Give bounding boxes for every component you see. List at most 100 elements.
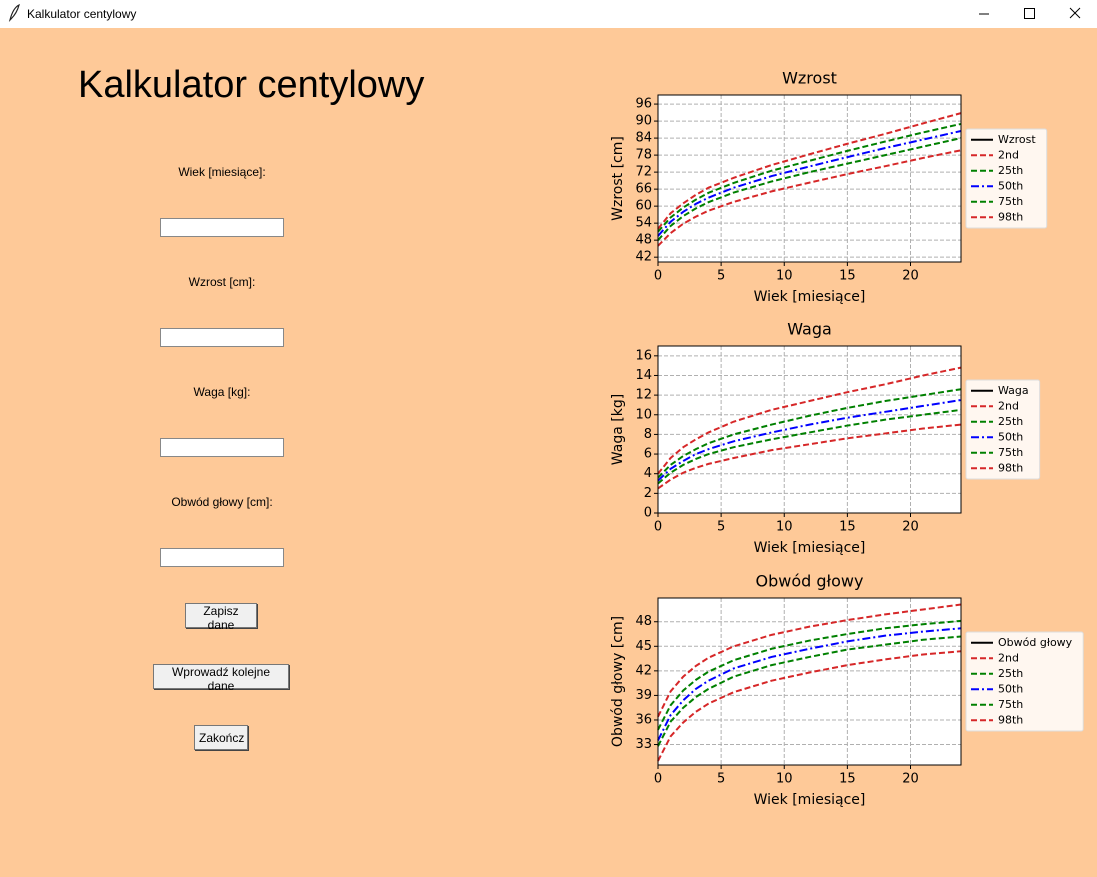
plot-frame [657, 597, 962, 766]
legend-label: 25th [998, 667, 1023, 680]
save-button[interactable]: Zapisz dane [185, 603, 257, 632]
y-tick-label: 48 [635, 233, 652, 248]
title-bar: Kalkulator centylowy [0, 0, 1097, 28]
plot-frame [657, 345, 962, 514]
series-line [657, 619, 962, 731]
y-tick-label: 6 [644, 447, 652, 462]
x-tick-label: 10 [776, 520, 793, 535]
y-tick-label: 96 [635, 97, 652, 112]
series-line [657, 408, 962, 485]
legend-label: 50th [998, 430, 1023, 443]
plot-area [658, 598, 961, 765]
series-line [657, 366, 962, 475]
legend-label: 25th [998, 164, 1023, 177]
y-tick-label: 14 [635, 368, 652, 383]
y-tick-label: 8 [644, 427, 652, 442]
legend-label: 25th [998, 415, 1023, 428]
legend-label: 98th [998, 210, 1023, 223]
field-label: Wzrost [cm]: [188, 275, 256, 289]
quit-button[interactable]: Zakończ [194, 725, 248, 750]
y-tick-label: 0 [644, 506, 652, 521]
y-tick-label: 16 [635, 348, 652, 363]
y-tick-label: 42 [635, 663, 652, 678]
y-axis-label: Wzrost [cm] [610, 136, 626, 221]
x-axis-label: Wiek [miesiące] [754, 792, 866, 808]
text-input[interactable] [160, 218, 284, 237]
y-tick-label: 90 [635, 114, 652, 129]
series-line [657, 112, 962, 230]
legend-box [965, 631, 1084, 732]
x-tick-label: 0 [654, 520, 662, 535]
heading: Kalkulator centylowy [78, 64, 425, 106]
x-axis-label: Wiek [miesiące] [754, 540, 866, 556]
y-tick-label: 84 [635, 131, 652, 146]
series-line [657, 149, 962, 247]
series-line [657, 423, 962, 490]
y-tick-label: 72 [635, 165, 652, 180]
y-tick-label: 4 [644, 466, 652, 481]
x-axis-label: Wiek [miesiące] [754, 289, 866, 305]
chart-title: Obwód głowy [756, 572, 864, 591]
legend-label: 75th [998, 195, 1023, 208]
series-line [657, 388, 962, 479]
y-tick-label: 48 [635, 614, 652, 629]
plot-area [658, 95, 961, 262]
legend-label: 75th [998, 446, 1023, 459]
legend-box [965, 128, 1048, 229]
legend-label: 98th [998, 713, 1023, 726]
series-line [657, 627, 962, 741]
series-line [657, 130, 962, 237]
x-tick-label: 10 [776, 269, 793, 284]
y-axis-label: Obwód głowy [cm] [610, 616, 626, 747]
next-button[interactable]: Wprowadź kolejne dane [153, 664, 289, 693]
y-tick-label: 12 [635, 388, 652, 403]
x-tick-label: 20 [902, 520, 919, 535]
legend: Obwód głowy 2nd 25th 50th 75th 98th [965, 631, 1084, 732]
legend-label: 2nd [998, 148, 1019, 161]
x-tick-label: 20 [902, 772, 919, 787]
window-title: Kalkulator centylowy [27, 7, 137, 21]
y-tick-label: 10 [635, 407, 652, 422]
series-line [657, 399, 962, 482]
y-tick-label: 54 [635, 216, 652, 231]
text-input[interactable] [160, 548, 284, 567]
x-tick-label: 15 [839, 269, 856, 284]
legend-label: 75th [998, 698, 1023, 711]
legend: Wzrost 2nd 25th 50th 75th 98th [965, 128, 1048, 229]
legend: Waga 2nd 25th 50th 75th 98th [965, 379, 1041, 480]
chart-title: Wzrost [782, 69, 837, 88]
text-input[interactable] [160, 328, 284, 347]
x-tick-label: 0 [654, 772, 662, 787]
legend-label: 2nd [998, 651, 1019, 664]
y-axis-label: Waga [kg] [610, 394, 626, 465]
y-tick-label: 78 [635, 148, 652, 163]
window-icon [8, 3, 20, 22]
x-tick-label: 20 [902, 269, 919, 284]
y-tick-label: 2 [644, 486, 652, 501]
y-tick-label: 39 [635, 688, 652, 703]
legend-label: 98th [998, 461, 1023, 474]
x-tick-label: 5 [717, 772, 725, 787]
x-tick-label: 0 [654, 269, 662, 284]
y-tick-label: 36 [635, 712, 652, 727]
y-tick-label: 42 [635, 250, 652, 265]
x-tick-label: 15 [839, 772, 856, 787]
legend-label: 50th [998, 179, 1023, 192]
series-line [657, 137, 962, 241]
y-tick-label: 66 [635, 182, 652, 197]
legend-box [965, 379, 1041, 480]
field-label: Wiek [miesiące]: [178, 165, 266, 179]
plot-frame [657, 94, 962, 263]
y-tick-label: 60 [635, 199, 652, 214]
x-tick-label: 5 [717, 520, 725, 535]
series-line [657, 603, 962, 718]
x-tick-label: 5 [717, 269, 725, 284]
window-controls[interactable] [957, 0, 1097, 28]
field-label: Waga [kg]: [193, 385, 251, 399]
legend-label: Obwód głowy [998, 636, 1073, 649]
y-tick-label: 33 [635, 737, 652, 752]
text-input[interactable] [160, 438, 284, 457]
x-tick-label: 10 [776, 772, 793, 787]
